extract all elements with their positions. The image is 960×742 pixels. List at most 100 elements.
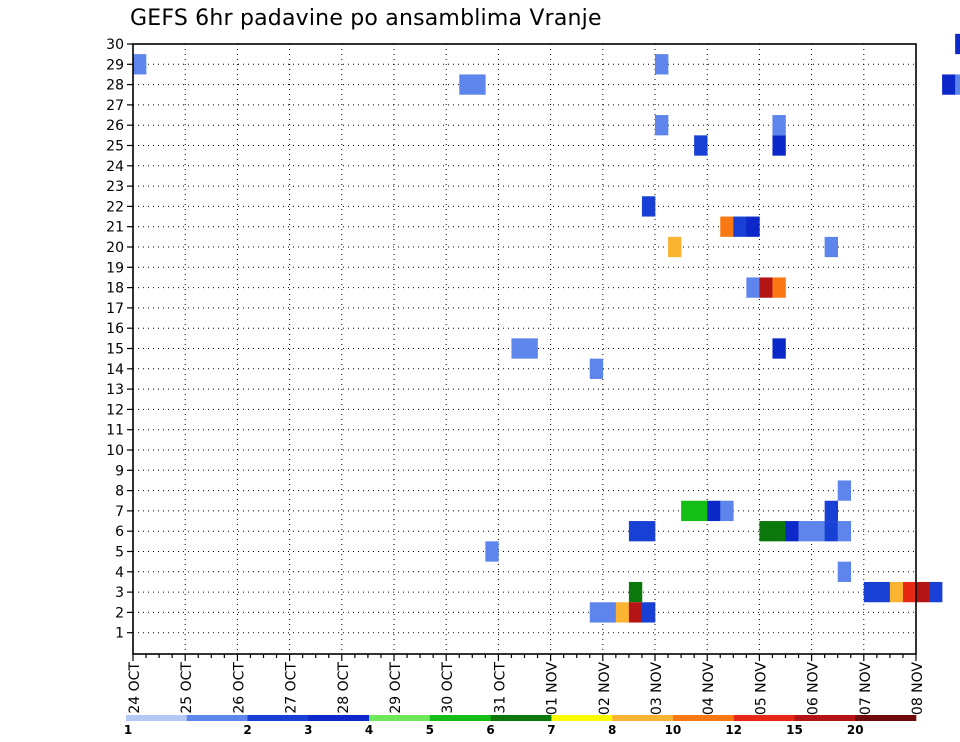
heatmap-cell	[863, 581, 878, 603]
x-tick-label: 29 OCT	[388, 662, 404, 714]
legend-swatch	[855, 715, 917, 721]
x-tick-label: 01 NOV	[545, 662, 561, 716]
y-tick-label: 20	[106, 240, 124, 256]
x-tick-label: 05 NOV	[753, 662, 769, 716]
heatmap-cell	[655, 115, 669, 136]
legend-swatch	[672, 715, 734, 721]
legend-label: 7	[547, 723, 555, 737]
y-tick-label: 22	[106, 199, 124, 215]
y-tick-label: 26	[106, 118, 124, 134]
y-tick-label: 17	[106, 301, 124, 317]
heatmap-cell	[602, 602, 617, 623]
legend-swatch	[369, 715, 431, 721]
y-tick-label: 30	[106, 37, 124, 53]
y-tick-label: 14	[106, 362, 124, 378]
heatmap-cell	[955, 74, 960, 95]
heatmap-cell	[628, 602, 643, 623]
heatmap-cell	[837, 480, 852, 501]
heatmap-cell	[668, 236, 682, 258]
y-tick-label: 18	[106, 281, 124, 297]
heatmap-cell	[589, 602, 604, 623]
heatmap-cell	[942, 74, 956, 95]
heatmap-cell	[798, 521, 812, 542]
heatmap-cell	[824, 521, 838, 542]
y-tick-label: 11	[106, 423, 124, 439]
legend-label: 8	[608, 723, 616, 737]
y-tick-label: 4	[115, 565, 124, 581]
heatmap-cell	[772, 521, 786, 542]
heatmap-cell	[628, 521, 643, 542]
y-tick-label: 29	[106, 57, 124, 73]
heatmap-cell	[733, 216, 747, 237]
heatmap-cell	[746, 277, 760, 298]
y-tick-label: 6	[115, 524, 124, 540]
y-tick-label: 9	[115, 463, 124, 479]
heatmap-cell	[916, 581, 930, 603]
legend-label: 1	[124, 723, 132, 737]
x-tick-label: 27 OCT	[284, 662, 300, 714]
heatmap-cell	[485, 541, 499, 562]
legend-swatch	[794, 715, 856, 721]
x-tick-label: 31 OCT	[492, 662, 508, 714]
heatmap-cell	[889, 581, 904, 603]
heatmap-cell	[133, 54, 147, 75]
heatmap-cell	[759, 521, 773, 542]
x-tick-label: 02 NOV	[597, 662, 613, 716]
legend-label: 10	[665, 723, 682, 737]
y-tick-label: 25	[106, 139, 124, 155]
legend-label: 2	[243, 723, 251, 737]
y-tick-label: 8	[115, 484, 124, 500]
legend-swatch	[551, 715, 613, 721]
legend-label: 5	[426, 723, 434, 737]
legend-swatch	[612, 715, 674, 721]
heatmap-cell	[589, 358, 604, 379]
y-tick-label: 19	[106, 260, 124, 276]
legend-label: 3	[304, 723, 312, 737]
x-tick-label: 04 NOV	[701, 662, 717, 716]
heatmap-cell	[772, 277, 786, 298]
chart-title: GEFS 6hr padavine po ansamblima Vranje	[130, 6, 602, 31]
legend-label: 4	[365, 723, 373, 737]
heatmap-cell	[524, 338, 538, 359]
x-tick-label: 06 NOV	[806, 662, 822, 716]
heatmap-cell	[929, 581, 943, 603]
heatmap-cell	[746, 216, 760, 237]
y-tick-label: 28	[106, 78, 124, 94]
heatmap-cell	[459, 74, 473, 95]
heatmap-cell	[785, 521, 799, 542]
y-tick-label: 5	[115, 545, 124, 561]
y-tick-label: 3	[115, 585, 124, 601]
heatmap-cell	[824, 236, 838, 258]
heatmap-cell	[615, 602, 630, 623]
legend-swatch	[247, 715, 309, 721]
x-tick-label: 08 NOV	[910, 662, 926, 716]
heatmap-cell	[694, 135, 708, 156]
heatmap-cell	[772, 135, 786, 156]
y-tick-label: 23	[106, 179, 124, 195]
heatmap-cell	[837, 561, 852, 582]
legend-swatch	[733, 715, 795, 721]
y-tick-label: 16	[106, 321, 124, 337]
legend-swatch	[126, 715, 188, 721]
heatmap-cell	[511, 338, 525, 359]
heatmap-cell	[876, 581, 891, 603]
y-tick-label: 13	[106, 382, 124, 398]
x-tick-label: 28 OCT	[336, 662, 352, 714]
x-tick-label: 03 NOV	[649, 662, 665, 716]
y-tick-label: 24	[106, 159, 124, 175]
y-tick-label: 12	[106, 402, 124, 418]
y-tick-label: 1	[115, 626, 124, 642]
heatmap-cell	[837, 521, 852, 542]
legend-label: 15	[786, 723, 803, 737]
y-tick-label: 2	[115, 605, 124, 621]
y-tick-label: 27	[106, 98, 124, 114]
heatmap-cell	[681, 500, 695, 522]
heatmap-cell	[902, 581, 917, 603]
heatmap-cell	[824, 500, 838, 522]
heatmap-cell	[641, 196, 656, 217]
legend-swatch	[429, 715, 491, 721]
x-tick-label: 24 OCT	[127, 662, 143, 714]
heatmap-cell	[628, 581, 643, 603]
y-tick-label: 15	[106, 342, 124, 358]
